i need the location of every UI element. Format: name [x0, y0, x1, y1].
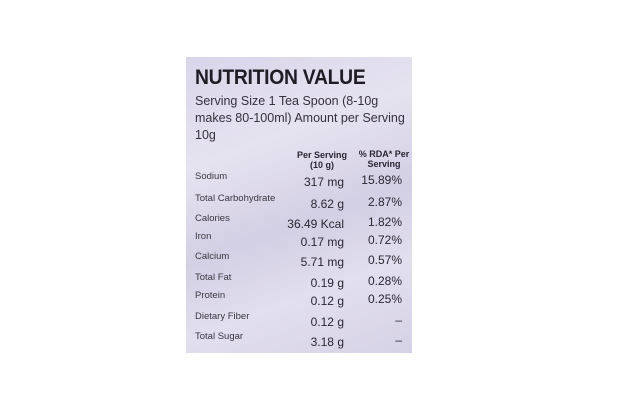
nutrient-rda: 0.25% — [367, 292, 402, 306]
nutrient-name: Iron — [195, 231, 212, 242]
nutrient-row: Calcium 5.71 mg 0.57% — [186, 251, 412, 271]
serving-size-text: Serving Size 1 Tea Spoon (8-10g makes 80… — [195, 94, 405, 142]
nutrient-rda: 0.72% — [367, 233, 402, 247]
nutrient-name: Calories — [195, 213, 230, 224]
nutrient-row: Total Carbohydrate 8.62 g 2.87% — [186, 193, 412, 213]
nutrient-rda: 0.28% — [367, 274, 402, 288]
nutrient-row: Calories 36.49 Kcal 1.82% — [186, 213, 412, 233]
nutrient-rda: 1.82% — [367, 215, 402, 229]
nutrient-name: Sodium — [195, 171, 228, 182]
label-title: NUTRITION VALUE — [195, 66, 366, 89]
nutrient-rda: 15.89% — [361, 173, 402, 187]
nutrient-value: 317 mg — [303, 175, 344, 189]
nutrient-value: 0.12 g — [310, 315, 344, 329]
nutrient-row: Dietary Fiber 0.12 g – — [186, 311, 412, 331]
nutrient-row: Total Fat 0.19 g 0.28% — [186, 272, 412, 292]
nutrient-row: Protein 0.12 g 0.25% — [186, 290, 412, 310]
nutrient-value: 3.18 g — [310, 335, 344, 349]
nutrient-rda: – — [395, 333, 402, 347]
column-header-per-serving: Per Serving (10 g) — [296, 150, 348, 170]
nutrient-value: 0.17 mg — [300, 235, 344, 249]
nutrient-name: Total Fat — [195, 272, 232, 283]
nutrient-row: Sodium 317 mg 15.89% — [186, 171, 412, 191]
nutrient-name: Total Sugar — [195, 331, 244, 342]
nutrient-value: 0.19 g — [310, 276, 344, 290]
nutrient-rda: 2.87% — [367, 195, 402, 209]
nutrient-value: 0.12 g — [310, 294, 344, 308]
nutrient-row: Iron 0.17 mg 0.72% — [186, 231, 412, 251]
nutrient-rda: – — [395, 313, 402, 327]
nutrient-value: 36.49 Kcal — [287, 217, 344, 231]
nutrient-name: Protein — [195, 290, 226, 301]
nutrient-name: Calcium — [195, 251, 230, 262]
nutrient-value: 8.62 g — [310, 197, 344, 211]
nutrient-row: Total Sugar 3.18 g – — [186, 331, 412, 351]
nutrient-rda: 0.57% — [367, 253, 402, 267]
nutrient-name: Total Carbohydrate — [195, 193, 276, 204]
nutrient-name: Dietary Fiber — [195, 311, 250, 322]
column-header-rda: % RDA* Per Serving — [358, 149, 410, 169]
nutrition-label: NUTRITION VALUE Serving Size 1 Tea Spoon… — [186, 57, 412, 353]
nutrient-value: 5.71 mg — [300, 255, 344, 269]
